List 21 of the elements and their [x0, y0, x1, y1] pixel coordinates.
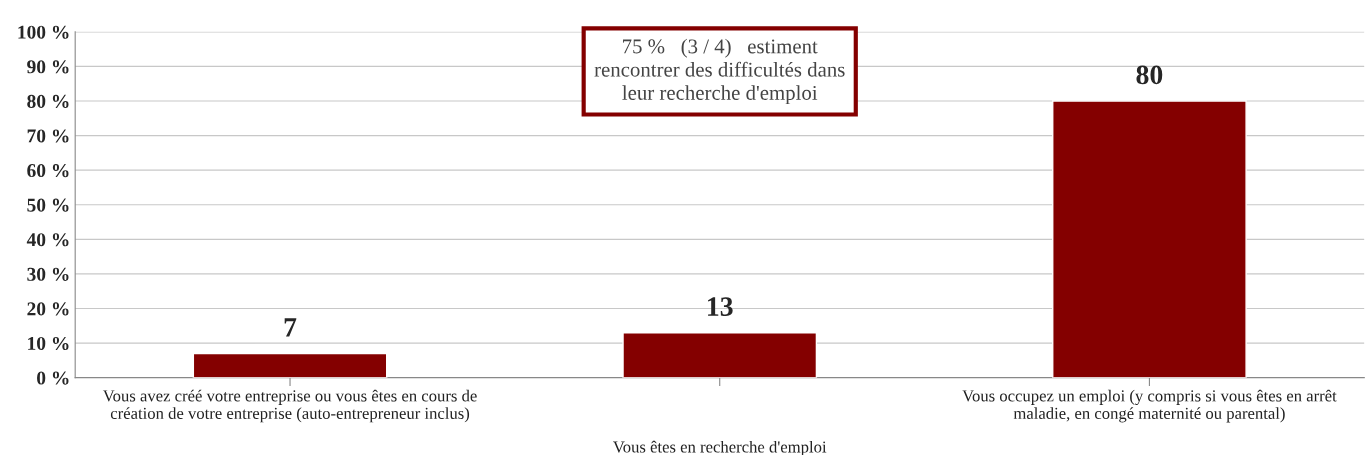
- y-tick-label: 60 %: [27, 163, 69, 178]
- y-tick-label: 100 %: [18, 25, 69, 39]
- bar: [622, 332, 818, 378]
- y-tick-label: 90 %: [27, 60, 69, 74]
- x-axis-title: Vous êtes en recherche d'emploi: [613, 440, 827, 455]
- y-tick-label: 40 %: [26, 233, 69, 247]
- bar: [1052, 100, 1247, 378]
- x-tick-label: Vous avez créé votre entreprise ou vous êtes en cours de création de votre entreprise (auto-entrepreneur inclus): [102, 389, 477, 423]
- y-tick-label: 80 %: [27, 94, 69, 109]
- y-tick-label: 50 %: [27, 198, 69, 212]
- data-label: 80: [1136, 65, 1163, 85]
- annotation: 75 % (3 / 4) estiment rencontrer des difficultés dans leur recherche d'emploi: [594, 38, 845, 105]
- y-tick-label: 20 %: [27, 302, 69, 316]
- y-tick-label: 10 %: [28, 336, 69, 351]
- y-tick-label: 30 %: [27, 267, 69, 281]
- data-label: 7: [284, 318, 297, 337]
- data-label: 13: [708, 297, 733, 316]
- y-tick-label: 70 %: [27, 129, 69, 143]
- y-tick-label: 0 %: [37, 371, 69, 385]
- x-tick-label: Vous occupez un emploi (y compris si vous êtes en arrêt maladie, en congé maternité ou parental): [962, 389, 1337, 423]
- bar: [192, 352, 388, 378]
